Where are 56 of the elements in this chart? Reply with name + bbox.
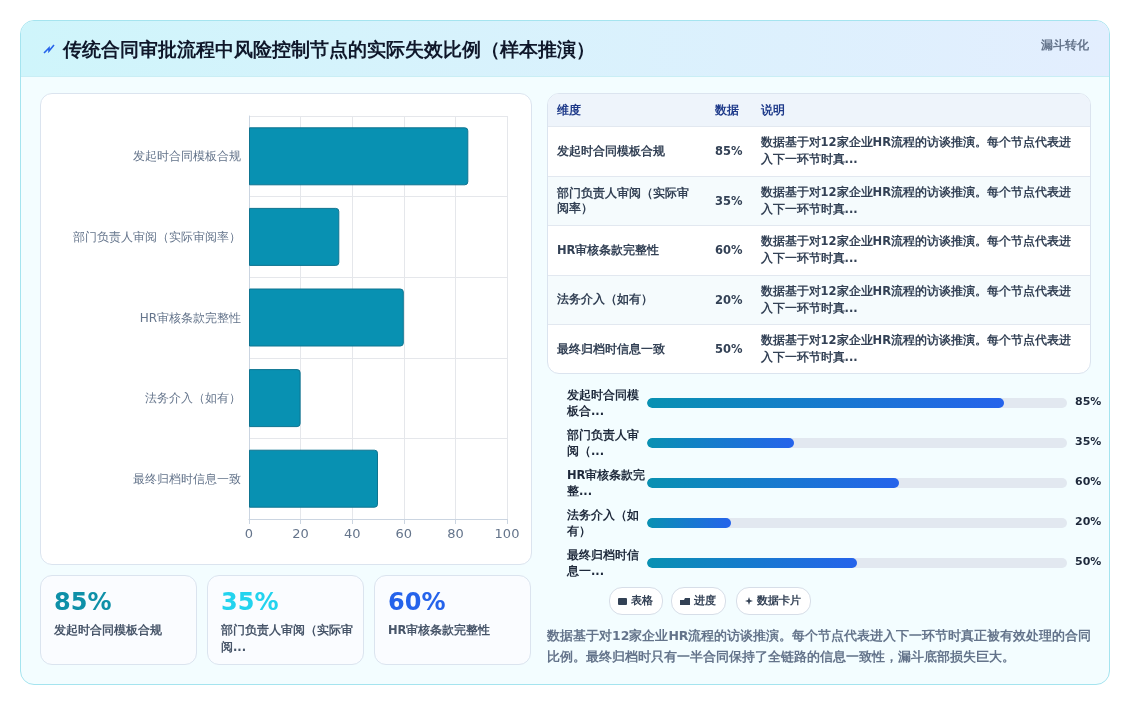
text: 20% [715, 292, 743, 307]
category-label: HR审核条款完整... [567, 467, 647, 499]
bar [249, 449, 378, 508]
bar [249, 207, 340, 266]
text: 说明 [751, 94, 1090, 127]
bar [249, 369, 301, 428]
category-label: 部门负责人审阅（... [567, 427, 640, 459]
text: 传统合同审批流程中风险控制节点的实际失效比例（样本推演） [63, 37, 595, 62]
y-tick-label: 最终归档时信息一致 [133, 471, 241, 486]
text: 60% [388, 588, 446, 616]
category-label: HR审核条款完整性 [388, 622, 492, 639]
category-label: 法务介入（如有） [548, 275, 706, 325]
y-tick-label: 部门负责人审阅（实际审阅率） [73, 229, 241, 244]
bar [249, 127, 469, 186]
category-label: 发起时合同模板合规 [548, 126, 706, 176]
text: 数据基于对12家企业HR流程的访谈推演。每个节点代表进入下一环节时真正被有效处理的合同比例。最终归档时只有一半合同保持了全链路的信息一致性，漏斗底部损失巨大。 [547, 627, 1092, 666]
data-label: 20% [1075, 515, 1102, 528]
text: 数据 [706, 94, 752, 127]
text: 数据基于对12家企业HR流程的访谈推演。每个节点代表进入下一环节时真... [760, 184, 1072, 216]
text: 数据基于对12家企业HR流程的访谈推演。每个节点代表进入下一环节时真... [760, 283, 1072, 315]
data-label: 50% [1075, 555, 1102, 568]
text: 35% [221, 588, 279, 616]
text: 60% [715, 243, 743, 258]
x-tick-label: 80 [447, 526, 464, 541]
x-tick-label: 60 [395, 526, 413, 541]
category-label: HR审核条款完整性 [548, 225, 706, 275]
text: 漏斗转化 [1041, 37, 1089, 54]
category-label: 部门负责人审阅（实际审阅率） [548, 176, 706, 226]
text: 维度 [548, 94, 706, 127]
text: 表格 [609, 587, 663, 615]
category-label: 发起时合同模板合规 [54, 622, 163, 639]
data-label: 85% [1075, 395, 1102, 408]
text: 数据基于对12家企业HR流程的访谈推演。每个节点代表进入下一环节时真... [751, 126, 1090, 176]
y-tick-label: HR审核条款完整性 [139, 310, 241, 325]
data-label: 35% [1075, 435, 1102, 448]
category-label: 部门负责人审阅（实际审阅... [221, 622, 354, 656]
x-tick-label: 0 [244, 526, 254, 541]
text: 数据基于对12家企业HR流程的访谈推演。每个节点代表进入下一环节时真... [760, 333, 1072, 365]
y-tick-label: 法务介入（如有） [145, 391, 241, 406]
text: 50% [715, 342, 743, 357]
category-label: 最终归档时信息一... [567, 547, 640, 579]
x-tick-label: 100 [494, 526, 520, 541]
y-tick-label: 发起时合同模板合规 [133, 149, 241, 164]
x-tick-label: 40 [343, 526, 361, 541]
x-tick-label: 20 [292, 526, 309, 541]
text: 进度 [671, 587, 726, 615]
text: 85% [54, 588, 112, 616]
category-label: 法务介入（如有） [567, 507, 640, 539]
text: 85% [715, 144, 743, 159]
data-label: 60% [1075, 475, 1102, 488]
text: 数据基于对12家企业HR流程的访谈推演。每个节点代表进入下一环节时真... [760, 234, 1072, 266]
text: 35% [715, 193, 743, 208]
text: 数据卡片 [736, 587, 811, 615]
bar [249, 288, 404, 347]
category-label: 最终归档时信息一致 [548, 324, 706, 374]
category-label: 发起时合同模板合... [567, 387, 640, 419]
